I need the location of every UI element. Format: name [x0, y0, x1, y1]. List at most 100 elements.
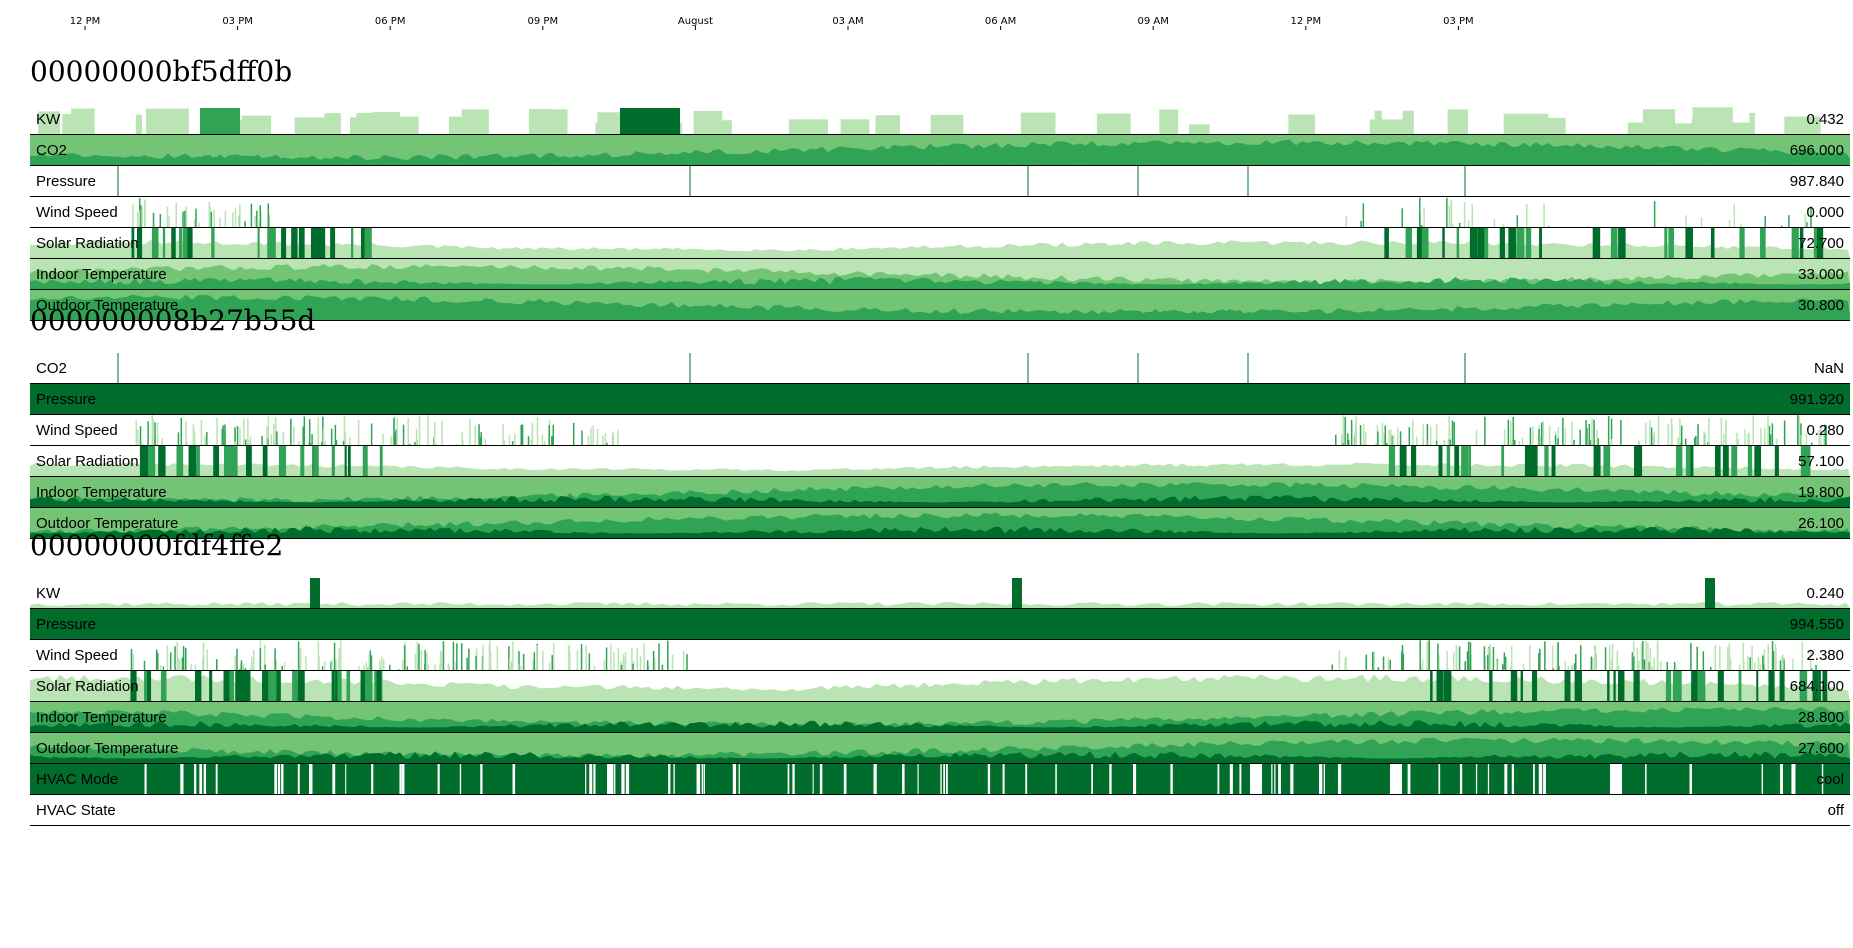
- horizon-area: [30, 308, 1850, 320]
- horizon-spike: [401, 764, 405, 794]
- metric-row-co2[interactable]: CO2 696.000: [30, 135, 1850, 166]
- horizon-spike: [1729, 658, 1732, 670]
- horizon-spike: [1443, 439, 1446, 445]
- horizon-spike: [592, 425, 594, 445]
- horizon-spike: [362, 446, 368, 476]
- metric-row-solar-radiation[interactable]: Solar Radiation 72.700: [30, 228, 1850, 259]
- metric-row-co2[interactable]: CO2 NaN: [30, 353, 1850, 384]
- horizon-spike: [1487, 764, 1490, 794]
- metric-value: 991.920: [1789, 391, 1844, 408]
- horizon-spike: [1799, 671, 1808, 701]
- horizon-spike: [1672, 671, 1679, 701]
- horizon-spike: [1012, 578, 1022, 608]
- horizon-spike: [1511, 764, 1515, 794]
- metric-row-hvac-mode[interactable]: HVAC Mode cool: [30, 764, 1850, 795]
- horizon-spike: [365, 662, 368, 670]
- horizon-chart: [135, 415, 1827, 445]
- horizon-spike: [1633, 671, 1640, 701]
- horizon-spike: [1574, 671, 1583, 701]
- metric-row-indoor-temperature[interactable]: Indoor Temperature 28.800: [30, 702, 1850, 733]
- metric-row-wind-speed[interactable]: Wind Speed 2.380: [30, 640, 1850, 671]
- horizon-spike: [174, 646, 176, 670]
- metric-row-indoor-temperature[interactable]: Indoor Temperature 33.000: [30, 259, 1850, 290]
- horizon-spike: [249, 668, 251, 670]
- horizon-spike: [1752, 415, 1755, 445]
- metric-row-wind-speed[interactable]: Wind Speed 0.000: [30, 197, 1850, 228]
- horizon-spike: [1345, 656, 1347, 670]
- horizon-spike: [1503, 652, 1506, 670]
- horizon-spike: [1567, 666, 1569, 670]
- horizon-spike: [437, 764, 440, 794]
- horizon-spike: [382, 433, 384, 445]
- horizon-band: [30, 764, 1850, 794]
- horizon-spike: [130, 671, 137, 701]
- metric-row-pressure[interactable]: Pressure 987.840: [30, 166, 1850, 197]
- horizon-spike: [1822, 671, 1828, 701]
- horizon-spike: [452, 641, 455, 670]
- horizon-chart: [30, 477, 1850, 507]
- horizon-spike: [1771, 641, 1774, 670]
- metric-label: Indoor Temperature: [36, 484, 167, 501]
- horizon-spike: [1592, 228, 1601, 258]
- horizon-spike: [1725, 421, 1727, 445]
- horizon-spike: [215, 764, 218, 794]
- horizon-spike: [1278, 764, 1281, 794]
- horizon-spike: [621, 764, 625, 794]
- horizon-spike: [213, 209, 215, 227]
- metric-row-hvac-state[interactable]: HVAC State off: [30, 795, 1850, 826]
- horizon-spike: [243, 418, 245, 445]
- horizon-spike: [1025, 764, 1028, 794]
- horizon-spike: [160, 671, 167, 701]
- horizon-chart: [30, 764, 1850, 794]
- horizon-spike: [1381, 422, 1384, 445]
- horizon-spike: [590, 427, 592, 445]
- metric-row-outdoor-temperature[interactable]: Outdoor Temperature 26.100: [30, 508, 1850, 539]
- horizon-spike: [639, 655, 642, 670]
- horizon-spike: [510, 661, 513, 670]
- horizon-spike: [178, 659, 181, 670]
- horizon-spike: [407, 418, 410, 445]
- metric-row-solar-radiation[interactable]: Solar Radiation 57.100: [30, 446, 1850, 477]
- metric-row-outdoor-temperature[interactable]: Outdoor Temperature 27.600: [30, 733, 1850, 764]
- horizon-spike: [612, 431, 614, 445]
- horizon-spike: [1618, 228, 1626, 258]
- metric-value: 696.000: [1789, 142, 1844, 159]
- metric-row-pressure[interactable]: Pressure 991.920: [30, 384, 1850, 415]
- horizon-spike: [1548, 425, 1551, 445]
- horizon-spike: [1392, 435, 1395, 445]
- metric-row-wind-speed[interactable]: Wind Speed 0.280: [30, 415, 1850, 446]
- horizon-spike: [1737, 438, 1739, 445]
- horizon-spike: [607, 764, 610, 794]
- horizon-spike: [1331, 664, 1334, 670]
- horizon-spike: [147, 421, 149, 445]
- horizon-spike: [176, 446, 184, 476]
- horizon-spike: [1594, 645, 1597, 670]
- metric-row-solar-radiation[interactable]: Solar Radiation 684.100: [30, 671, 1850, 702]
- horizon-spike: [531, 109, 568, 134]
- horizon-spike: [209, 206, 211, 227]
- horizon-spike: [147, 446, 156, 476]
- horizon-spike: [732, 764, 737, 794]
- horizon-spike: [292, 671, 298, 701]
- horizon-spike: [1562, 417, 1564, 445]
- horizon-spike: [1689, 764, 1693, 794]
- horizon-spike: [132, 653, 134, 670]
- metric-row-pressure[interactable]: Pressure 994.550: [30, 609, 1850, 640]
- horizon-spike: [461, 432, 463, 445]
- horizon-spike: [193, 219, 196, 227]
- horizon-spike: [738, 764, 740, 794]
- horizon-spike: [1579, 429, 1581, 445]
- metric-row-indoor-temperature[interactable]: Indoor Temperature 19.800: [30, 477, 1850, 508]
- horizon-spike: [542, 650, 544, 670]
- horizon-spike: [875, 115, 901, 134]
- horizon-spike: [1096, 113, 1131, 134]
- horizon-spike: [1742, 658, 1745, 670]
- horizon-spike: [414, 441, 416, 445]
- metric-row-kw[interactable]: KW 0.432: [30, 104, 1850, 135]
- horizon-spike: [508, 435, 511, 445]
- horizon-spike: [1390, 446, 1394, 476]
- metric-row-outdoor-temperature[interactable]: Outdoor Temperature 30.800: [30, 290, 1850, 321]
- metric-row-kw[interactable]: KW 0.240: [30, 578, 1850, 609]
- horizon-spike: [335, 671, 338, 701]
- horizon-spike: [1610, 228, 1618, 258]
